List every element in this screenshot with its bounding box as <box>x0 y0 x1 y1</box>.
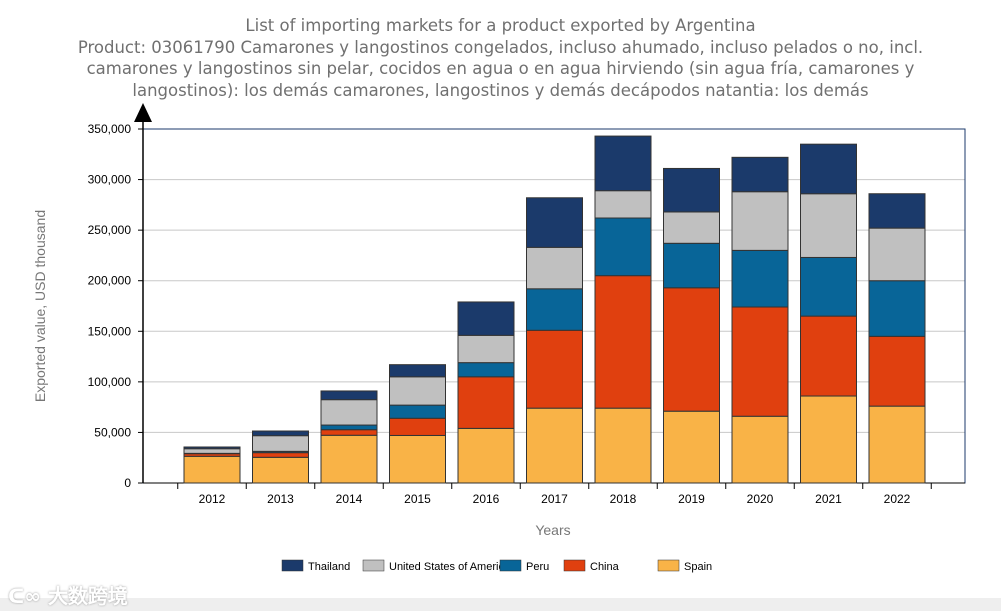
bar-peru <box>731 249 789 308</box>
bar-china <box>320 429 378 436</box>
bar-spain <box>183 455 241 484</box>
x-tick-label: 2021 <box>815 492 842 506</box>
bar-spain <box>594 407 652 484</box>
bar-united-states-of-america <box>526 246 583 290</box>
bar-united-states-of-america <box>320 399 378 426</box>
legend-swatch <box>499 559 522 572</box>
bar-peru <box>800 256 857 317</box>
bar-spain <box>389 434 446 484</box>
bar-china <box>868 335 926 407</box>
bar-china <box>594 275 652 409</box>
x-tick-label: 2022 <box>884 492 911 506</box>
x-tick-label: 2016 <box>473 492 500 506</box>
y-tick-label: 250,000 <box>88 223 132 237</box>
bar-united-states-of-america <box>594 190 652 219</box>
bar-thailand <box>594 135 652 192</box>
legend-swatch <box>563 559 586 572</box>
y-axis-label: Exported value, USD thousand <box>32 210 48 402</box>
watermark-text: 大数跨境 <box>47 584 128 608</box>
y-tick-label: 300,000 <box>88 173 132 187</box>
bar-peru <box>594 217 652 277</box>
bar-peru <box>868 280 926 337</box>
x-tick-label: 2017 <box>541 492 568 506</box>
bar-china <box>663 287 720 412</box>
bar-spain <box>868 405 926 484</box>
bar-china <box>389 417 446 436</box>
legend-label: China <box>590 561 620 573</box>
bar-united-states-of-america <box>663 211 720 244</box>
bar-thailand <box>526 197 583 248</box>
bar-thailand <box>252 430 309 437</box>
bar-spain <box>526 407 583 484</box>
legend-swatch <box>362 559 385 572</box>
bar-spain <box>252 456 309 484</box>
bar-united-states-of-america <box>183 448 241 454</box>
x-tick-label: 2014 <box>336 492 363 506</box>
y-tick-label: 0 <box>124 476 131 490</box>
bar-thailand <box>183 446 241 450</box>
title-line: Product: 03061790 Camarones y langostino… <box>77 37 924 57</box>
title-line: langostinos): los demás camarones, lango… <box>132 80 869 100</box>
y-tick-label: 200,000 <box>88 274 132 288</box>
bar-peru <box>389 404 446 419</box>
bar-thailand <box>868 193 926 229</box>
x-axis-label: Years <box>535 522 570 538</box>
legend-swatch <box>657 559 680 572</box>
bar-spain <box>663 410 720 484</box>
legend-label: Thailand <box>308 561 350 573</box>
bar-china <box>457 376 515 429</box>
legend-label: United States of America <box>389 561 511 573</box>
bar-thailand <box>663 167 720 213</box>
x-tick-label: 2020 <box>747 492 774 506</box>
x-tick-label: 2015 <box>404 492 431 506</box>
legend-label: Peru <box>526 561 549 573</box>
bar-peru <box>526 288 583 331</box>
bar-china <box>252 452 309 458</box>
chart-title: List of importing markets for a product … <box>0 15 1001 101</box>
x-tick-label: 2013 <box>267 492 294 506</box>
bar-united-states-of-america <box>731 191 789 251</box>
x-tick-label: 2012 <box>199 492 226 506</box>
bar-thailand <box>800 143 857 195</box>
bar-thailand <box>389 364 446 378</box>
bar-china <box>526 329 583 409</box>
bar-spain <box>320 434 378 484</box>
title-line: camarones y langostinos sin pelar, cocid… <box>86 59 915 78</box>
y-axis-arrow-icon <box>134 103 152 122</box>
bottom-strip <box>0 598 1001 611</box>
bar-spain <box>457 427 515 484</box>
y-tick-label: 50,000 <box>94 425 131 439</box>
bar-thailand <box>320 390 378 401</box>
bar-peru <box>457 362 515 378</box>
watermark-logo: ᑕ∞ 大数跨境 <box>8 584 128 608</box>
x-tick-label: 2019 <box>678 492 705 506</box>
bar-united-states-of-america <box>868 227 926 282</box>
bar-united-states-of-america <box>252 435 309 452</box>
bar-peru <box>663 242 720 289</box>
bar-spain <box>800 395 857 484</box>
bar-united-states-of-america <box>389 376 446 406</box>
x-tick-label: 2018 <box>610 492 637 506</box>
bar-united-states-of-america <box>800 193 857 258</box>
bar-china <box>731 306 789 417</box>
bar-peru <box>320 424 378 431</box>
y-tick-label: 150,000 <box>88 324 132 338</box>
bar-united-states-of-america <box>457 334 515 364</box>
bar-thailand <box>731 156 789 193</box>
y-tick-label: 350,000 <box>88 122 132 136</box>
legend-label: Spain <box>684 561 712 573</box>
legend-swatch <box>281 559 304 572</box>
bar-china <box>800 315 857 397</box>
bar-spain <box>731 415 789 484</box>
bar-thailand <box>457 301 515 336</box>
title-line: List of importing markets for a product … <box>245 16 756 35</box>
y-tick-label: 100,000 <box>88 375 132 389</box>
